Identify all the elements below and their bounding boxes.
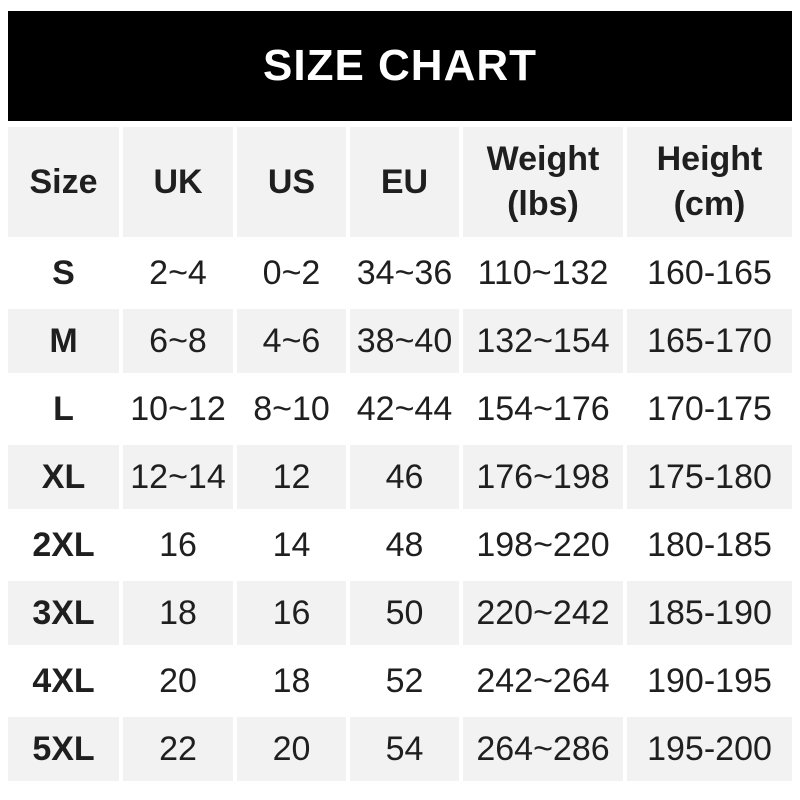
us-cell: 4~6: [237, 309, 346, 373]
us-cell: 12: [237, 445, 346, 509]
table-row-s: S 2~4 0~2 34~36 110~132 160-165: [8, 241, 792, 305]
col-header-uk: UK: [123, 127, 233, 237]
height-cell: 175-180: [627, 445, 792, 509]
uk-cell: 22: [123, 717, 233, 781]
size-chart-table: Size UK US EU Weight (lbs) Height (cm) S…: [4, 123, 796, 785]
uk-cell: 12~14: [123, 445, 233, 509]
us-cell: 16: [237, 581, 346, 645]
eu-cell: 52: [350, 649, 459, 713]
table-row-4xl: 4XL 20 18 52 242~264 190-195: [8, 649, 792, 713]
us-cell: 0~2: [237, 241, 346, 305]
table-row-2xl: 2XL 16 14 48 198~220 180-185: [8, 513, 792, 577]
uk-cell: 18: [123, 581, 233, 645]
size-cell: 4XL: [8, 649, 119, 713]
height-cell: 160-165: [627, 241, 792, 305]
height-cell: 190-195: [627, 649, 792, 713]
us-cell: 18: [237, 649, 346, 713]
weight-cell: 198~220: [463, 513, 623, 577]
weight-cell: 220~242: [463, 581, 623, 645]
height-cell: 165-170: [627, 309, 792, 373]
eu-cell: 42~44: [350, 377, 459, 441]
size-cell: M: [8, 309, 119, 373]
weight-cell: 154~176: [463, 377, 623, 441]
table-row-3xl: 3XL 18 16 50 220~242 185-190: [8, 581, 792, 645]
weight-cell: 242~264: [463, 649, 623, 713]
table-row-m: M 6~8 4~6 38~40 132~154 165-170: [8, 309, 792, 373]
table-row-xl: XL 12~14 12 46 176~198 175-180: [8, 445, 792, 509]
col-header-eu: EU: [350, 127, 459, 237]
size-cell: L: [8, 377, 119, 441]
table-row-5xl: 5XL 22 20 54 264~286 195-200: [8, 717, 792, 781]
uk-cell: 20: [123, 649, 233, 713]
height-cell: 180-185: [627, 513, 792, 577]
size-chart-banner: SIZE CHART: [8, 11, 792, 121]
us-cell: 14: [237, 513, 346, 577]
height-cell: 185-190: [627, 581, 792, 645]
size-cell: 2XL: [8, 513, 119, 577]
size-cell: XL: [8, 445, 119, 509]
eu-cell: 54: [350, 717, 459, 781]
col-header-size: Size: [8, 127, 119, 237]
eu-cell: 50: [350, 581, 459, 645]
uk-cell: 16: [123, 513, 233, 577]
uk-cell: 6~8: [123, 309, 233, 373]
header-row: Size UK US EU Weight (lbs) Height (cm): [8, 127, 792, 237]
table-row-l: L 10~12 8~10 42~44 154~176 170-175: [8, 377, 792, 441]
height-cell: 170-175: [627, 377, 792, 441]
col-header-weight: Weight (lbs): [463, 127, 623, 237]
us-cell: 20: [237, 717, 346, 781]
size-cell: 5XL: [8, 717, 119, 781]
weight-cell: 264~286: [463, 717, 623, 781]
weight-cell: 176~198: [463, 445, 623, 509]
col-header-height: Height (cm): [627, 127, 792, 237]
uk-cell: 10~12: [123, 377, 233, 441]
size-cell: 3XL: [8, 581, 119, 645]
col-header-us: US: [237, 127, 346, 237]
size-cell: S: [8, 241, 119, 305]
page-title: SIZE CHART: [263, 41, 537, 90]
eu-cell: 46: [350, 445, 459, 509]
eu-cell: 38~40: [350, 309, 459, 373]
eu-cell: 34~36: [350, 241, 459, 305]
eu-cell: 48: [350, 513, 459, 577]
weight-cell: 132~154: [463, 309, 623, 373]
us-cell: 8~10: [237, 377, 346, 441]
height-cell: 195-200: [627, 717, 792, 781]
weight-cell: 110~132: [463, 241, 623, 305]
uk-cell: 2~4: [123, 241, 233, 305]
